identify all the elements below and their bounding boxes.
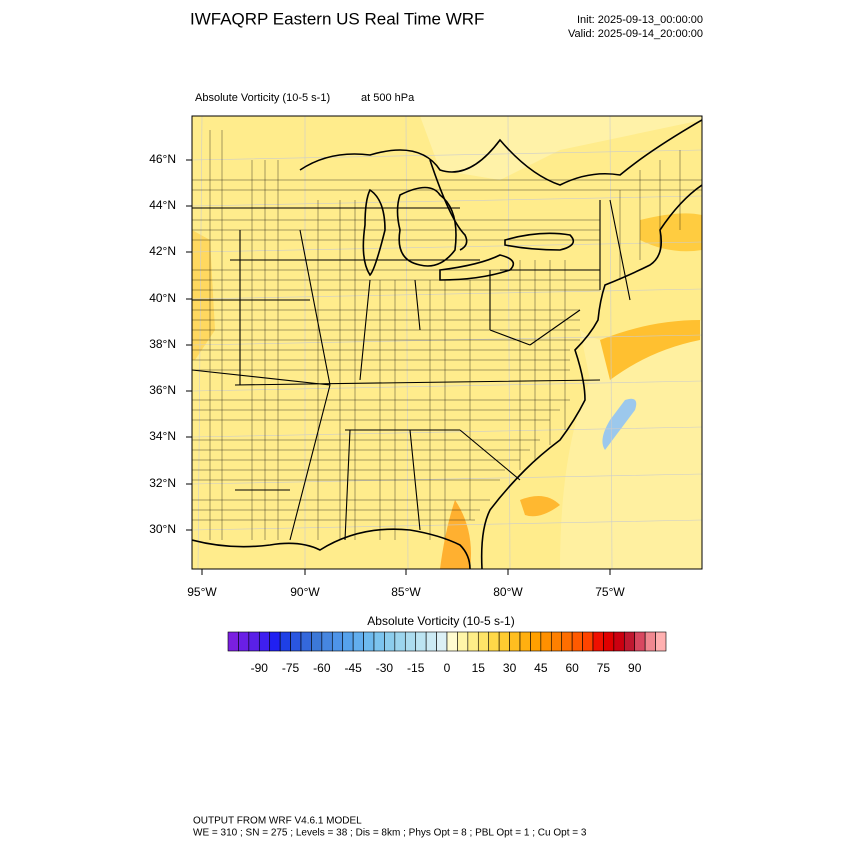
colorbar-tick-label: 75 <box>597 661 611 675</box>
lat-label: 32°N <box>149 476 176 490</box>
colorbar-box <box>331 631 344 652</box>
init-time: Init: 2025-09-13_00:00:00 <box>577 14 703 26</box>
colorbar-box <box>623 631 636 652</box>
colorbar-box <box>342 631 354 652</box>
field-label: Absolute Vorticity (10-5 s-1) <box>195 92 330 104</box>
colorbar-box <box>571 631 583 652</box>
valid-time: Valid: 2025-09-14_20:00:00 <box>568 28 703 40</box>
colorbar-box <box>373 631 385 652</box>
shade <box>602 398 637 450</box>
colorbar: -90 -75 -60 -45 -30 -15 0 15 30 45 60 75 90 <box>227 631 667 675</box>
colorbar-box <box>634 631 646 652</box>
lat-label: 36°N <box>149 383 176 397</box>
colorbar-box <box>321 631 333 652</box>
colorbar-box <box>446 631 458 652</box>
shade <box>520 496 560 517</box>
colorbar-tick-label: 60 <box>565 661 579 675</box>
colorbar-tick-label: 45 <box>534 661 548 675</box>
map-frame <box>191 115 703 570</box>
colorbar-box <box>248 631 260 652</box>
coastlines <box>192 119 702 569</box>
colorbar-tick-label: -90 <box>251 661 269 675</box>
shade <box>192 230 215 360</box>
colorbar-box <box>477 631 490 652</box>
lat-label: 46°N <box>149 152 176 166</box>
colorbar-box <box>519 631 531 652</box>
shade <box>560 320 702 569</box>
colorbar-box <box>530 631 542 652</box>
colorbar-box <box>258 631 271 652</box>
colorbar-box <box>509 631 521 652</box>
lon-label: 85°W <box>391 585 421 599</box>
colorbar-box <box>394 631 406 652</box>
colorbar-tick-label: -75 <box>282 661 300 675</box>
lon-label: 95°W <box>187 585 217 599</box>
colorbar-box <box>425 631 437 652</box>
shade <box>440 500 471 569</box>
colorbar-box <box>363 631 375 652</box>
lat-label: 42°N <box>149 244 176 258</box>
lat-label: 40°N <box>149 291 176 305</box>
colorbar-box <box>404 631 417 652</box>
colorbar-title: Absolute Vorticity (10-5 s-1) <box>367 614 514 628</box>
lat-label: 38°N <box>149 337 176 351</box>
footer-line: WE = 310 ; SN = 275 ; Levels = 38 ; Dis … <box>193 828 587 839</box>
colorbar-tick-label: -60 <box>313 661 331 675</box>
level-label: at 500 hPa <box>361 92 415 104</box>
lon-label: 75°W <box>595 585 625 599</box>
colorbar-box <box>644 631 656 652</box>
map <box>191 115 703 570</box>
colorbar-tick-label: 90 <box>628 661 642 675</box>
lon-label: 90°W <box>290 585 320 599</box>
lat-label: 30°N <box>149 522 176 536</box>
colorbar-box <box>540 631 552 652</box>
colorbar-box <box>550 631 563 652</box>
colorbar-box <box>238 631 250 652</box>
shade <box>600 320 700 380</box>
footer-line: OUTPUT FROM WRF V4.6.1 MODEL <box>193 816 362 827</box>
title: IWFAQRP Eastern US Real Time WRF <box>190 9 484 28</box>
county-borders <box>192 130 702 540</box>
colorbar-box <box>582 631 594 652</box>
colorbar-tick-label: 30 <box>503 661 517 675</box>
colorbar-box <box>603 631 615 652</box>
colorbar-box <box>300 631 312 652</box>
colorbar-box <box>592 631 604 652</box>
colorbar-tick-label: 15 <box>472 661 486 675</box>
colorbar-box <box>436 631 448 652</box>
colorbar-box <box>384 631 396 652</box>
colorbar-box <box>613 631 625 652</box>
colorbar-box <box>457 631 469 652</box>
colorbar-tick-label: -15 <box>407 661 425 675</box>
lat-label: 44°N <box>149 198 176 212</box>
colorbar-tick-label: -30 <box>376 661 394 675</box>
colorbar-box <box>352 631 364 652</box>
colorbar-box <box>467 631 479 652</box>
lat-label: 34°N <box>149 429 176 443</box>
colorbar-box <box>488 631 500 652</box>
colorbar-box <box>561 631 573 652</box>
colorbar-box <box>498 631 510 652</box>
map-axis-labels: 46°N 44°N 42°N 40°N 38°N 36°N 34°N 32°N 30°N 95°W… <box>149 152 625 599</box>
colorbar-box <box>269 631 281 652</box>
lon-label: 80°W <box>493 585 523 599</box>
shade <box>640 213 702 252</box>
shade <box>192 116 702 180</box>
colorbar-box <box>311 631 323 652</box>
colorbar-box <box>279 631 291 652</box>
colorbar-tick-label: -45 <box>344 661 362 675</box>
colorbar-tick-label: 0 <box>444 661 451 675</box>
colorbar-box <box>290 631 302 652</box>
colorbar-box <box>655 631 667 652</box>
colorbar-box <box>415 631 427 652</box>
colorbar-box <box>227 631 239 652</box>
